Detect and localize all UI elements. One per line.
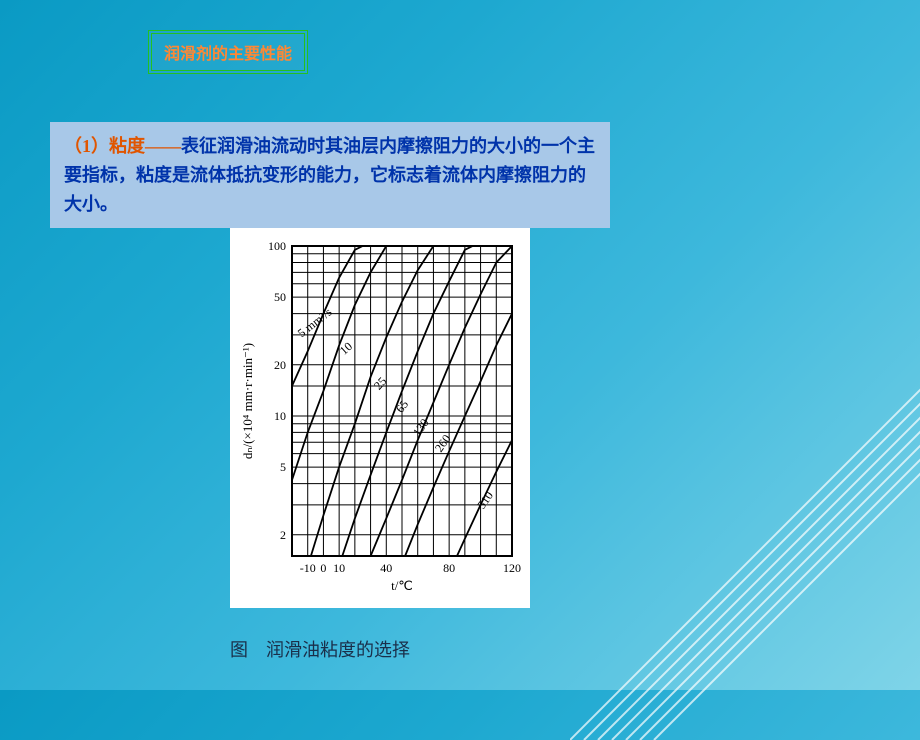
decor-diagonals: [570, 340, 920, 740]
desc-lead: （1）粘度——: [64, 136, 181, 156]
svg-text:dₙ/(×10⁴ mm·r·min⁻¹): dₙ/(×10⁴ mm·r·min⁻¹): [240, 343, 255, 459]
svg-text:130: 130: [410, 416, 432, 439]
svg-text:120: 120: [503, 561, 521, 575]
title-text: 润滑剂的主要性能: [164, 46, 292, 63]
viscosity-chart: -10010408012025102050100t/℃dₙ/(×10⁴ mm·r…: [230, 228, 530, 608]
svg-text:t/℃: t/℃: [391, 578, 413, 593]
svg-text:10: 10: [274, 409, 286, 423]
chart-svg: -10010408012025102050100t/℃dₙ/(×10⁴ mm·r…: [230, 228, 530, 608]
svg-text:100: 100: [268, 239, 286, 253]
svg-text:20: 20: [274, 358, 286, 372]
svg-text:40: 40: [380, 561, 392, 575]
svg-text:5: 5: [280, 460, 286, 474]
svg-text:80: 80: [443, 561, 455, 575]
svg-text:50: 50: [274, 290, 286, 304]
svg-text:2: 2: [280, 528, 286, 542]
svg-text:-10: -10: [300, 561, 316, 575]
chart-caption: 图 润滑油粘度的选择: [230, 636, 410, 662]
svg-text:65: 65: [393, 397, 411, 415]
description-text: （1）粘度——表征润滑油流动时其油层内摩擦阻力的大小的一个主要指标，粘度是流体抵…: [64, 136, 595, 214]
svg-text:0: 0: [320, 561, 326, 575]
description-box: （1）粘度——表征润滑油流动时其油层内摩擦阻力的大小的一个主要指标，粘度是流体抵…: [50, 122, 610, 228]
svg-text:10: 10: [333, 561, 345, 575]
svg-text:510: 510: [474, 489, 496, 512]
svg-text:260: 260: [432, 432, 454, 455]
title-box: 润滑剂的主要性能: [148, 30, 308, 74]
